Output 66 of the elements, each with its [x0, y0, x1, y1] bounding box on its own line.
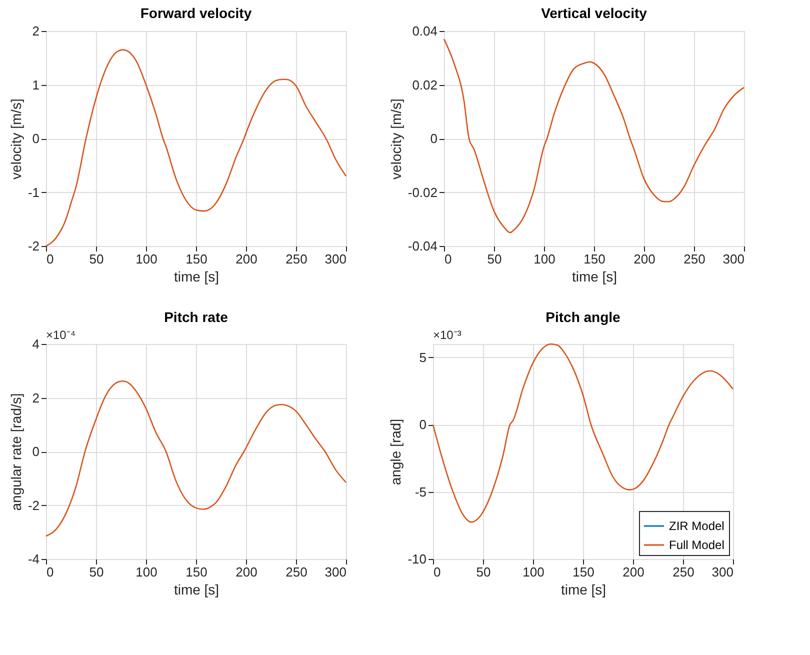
x-tick-label: 300	[324, 252, 346, 266]
y-tick-label: 0	[419, 417, 426, 432]
y-axis-title: velocity [m/s]	[388, 98, 404, 180]
x-tick-label: 150	[186, 252, 208, 266]
x-tick-label: 50	[89, 252, 104, 266]
x-axis-title: time [s]	[174, 268, 220, 284]
y-tick-label: -1	[28, 184, 40, 200]
x-tick-label: 200	[236, 252, 258, 266]
text: ×10⁻³	[433, 328, 462, 342]
x-axis-title: time [s]	[572, 268, 618, 284]
x-tick-label: 250	[672, 564, 694, 580]
y-tick-label: 0.04	[412, 24, 438, 38]
line-series	[45, 380, 347, 537]
x-tick-label: 300	[324, 564, 346, 580]
y-tick-label: 0	[32, 444, 40, 459]
y-axis-title: velocity [m/s]	[8, 98, 24, 180]
x-tick-label: 100	[136, 564, 158, 580]
y-tick-label: 1	[32, 77, 40, 92]
text: ×10⁻⁴	[46, 328, 76, 342]
x-tick-label: 250	[286, 564, 308, 580]
y-tick-label: 5	[419, 350, 426, 365]
x-tick-label: 0	[46, 252, 54, 266]
y-tick-label: -4	[28, 552, 40, 566]
x-tick-label: 100	[522, 564, 544, 580]
y-tick-label: -2	[28, 498, 40, 513]
x-tick-label: 150	[186, 564, 208, 580]
x-tick-label: 200	[236, 564, 258, 580]
x-tick-label: 250	[684, 252, 706, 266]
x-tick-label: 150	[584, 252, 606, 266]
x-tick-label: 200	[634, 252, 656, 266]
x-tick-label: 50	[476, 564, 491, 580]
y-tick-label: -10	[408, 552, 426, 566]
x-tick-label: 100	[136, 252, 158, 266]
x-tick-label: 50	[487, 252, 502, 266]
x-tick-label: 200	[622, 564, 644, 580]
line-series	[45, 49, 347, 247]
y-tick-label: 0	[32, 131, 40, 146]
y-tick-label: 2	[32, 24, 40, 38]
x-tick-label: 250	[286, 252, 308, 266]
y-tick-label: 2	[32, 390, 40, 406]
y-axis-title: angle [rad]	[388, 418, 404, 486]
x-tick-label: 300	[712, 564, 734, 580]
x-tick-label: 150	[572, 564, 594, 580]
x-axis-title: time [s]	[174, 582, 220, 598]
y-tick-label: -0.02	[408, 184, 438, 200]
y-tick-label: 0.02	[412, 77, 438, 92]
chart-title: Forward velocity	[140, 5, 252, 21]
y-tick-label: -5	[414, 484, 426, 500]
x-tick-label: 50	[89, 564, 104, 580]
y-tick-label: -0.04	[408, 238, 438, 254]
y-tick-label: -2	[28, 238, 40, 254]
y-axis-title: angular rate [rad/s]	[8, 393, 24, 511]
x-tick-label: 0	[46, 564, 54, 580]
x-tick-label: 100	[534, 252, 556, 266]
x-tick-label: 300	[722, 252, 744, 266]
chart-title: Pitch rate	[164, 309, 228, 325]
x-axis-title: time [s]	[560, 582, 606, 598]
legend-label: ZIR Model	[669, 519, 724, 533]
legend-label: Full Model	[669, 538, 724, 552]
y-tick-label: 0	[430, 131, 438, 146]
line-series	[432, 343, 734, 523]
line-series	[443, 38, 745, 234]
x-tick-label: 0	[444, 252, 452, 266]
y-tick-label: 4	[32, 336, 40, 352]
chart-title: Pitch angle	[546, 309, 621, 325]
chart-title: Vertical velocity	[541, 5, 648, 21]
